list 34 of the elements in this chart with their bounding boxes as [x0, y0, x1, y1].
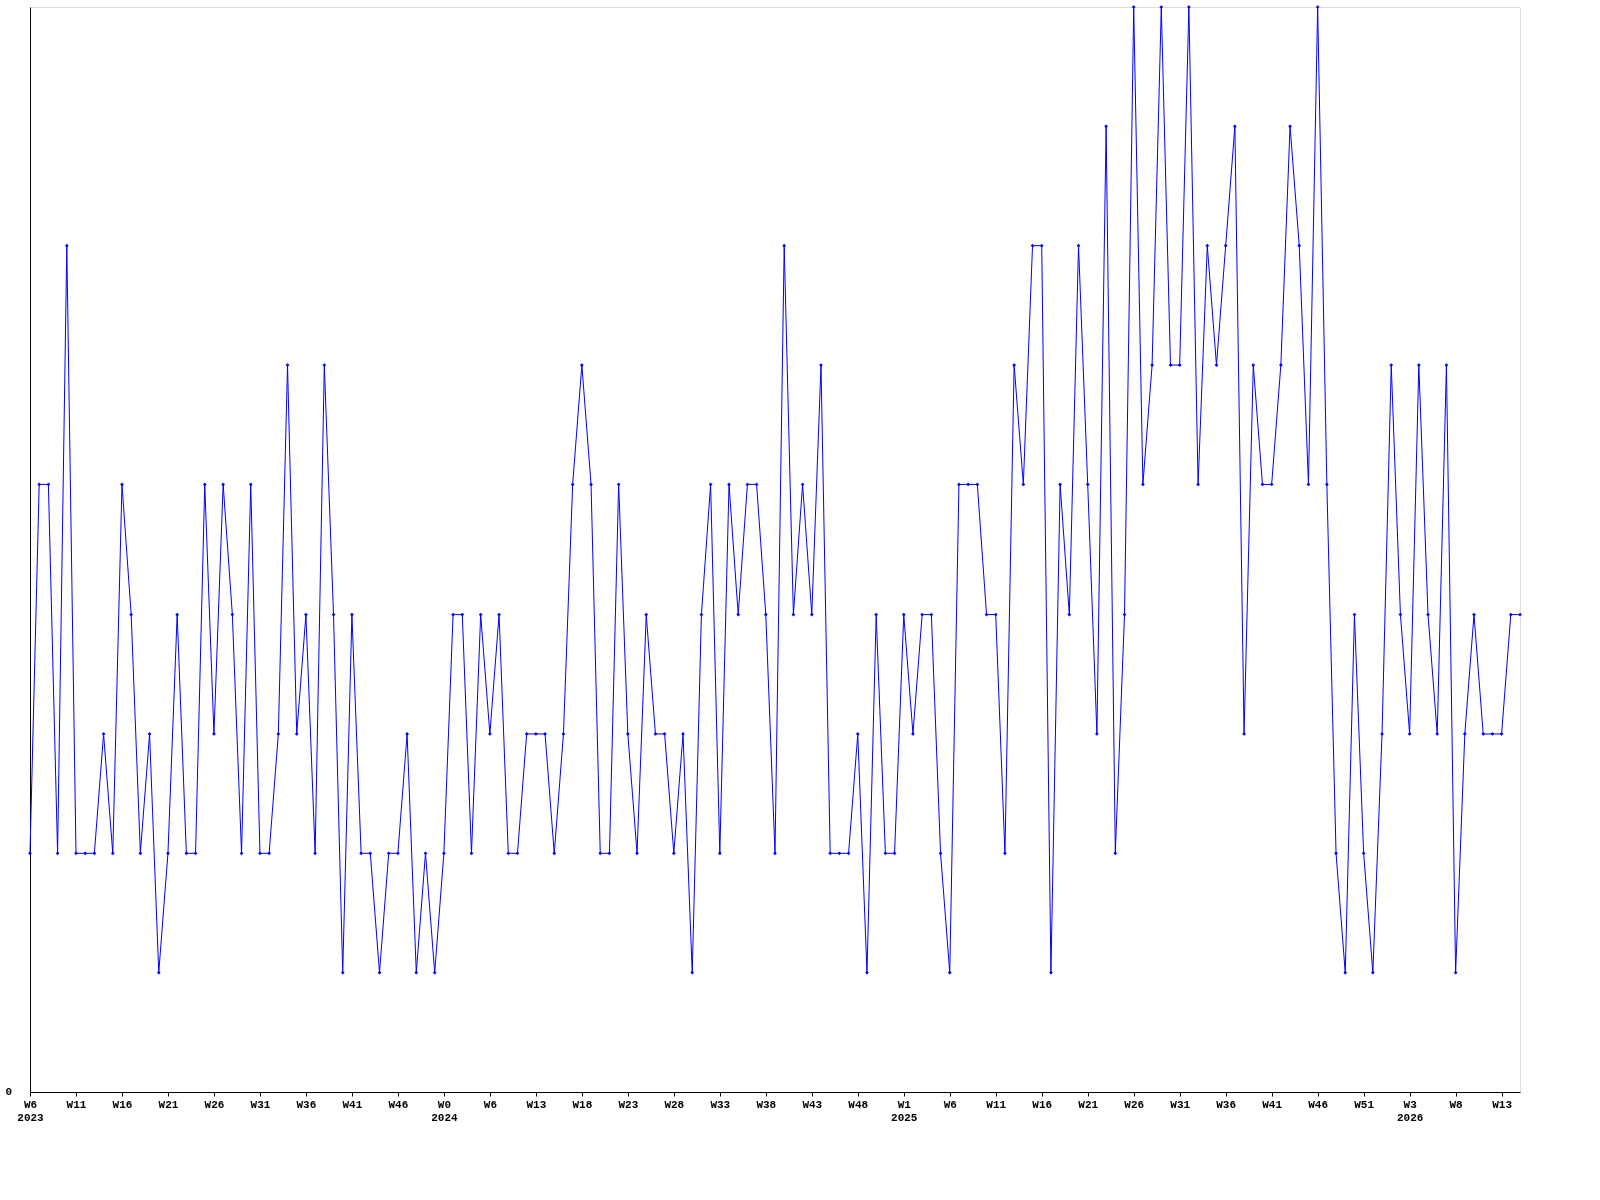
x-tick-label: W23: [618, 1098, 639, 1111]
x-tick-label: W41: [1262, 1098, 1283, 1111]
x-tick-label: W36: [296, 1098, 317, 1111]
x-tick-label: W31: [1170, 1098, 1191, 1111]
x-tick-label: W46: [388, 1098, 409, 1111]
x-tick-label: W11: [986, 1098, 1007, 1111]
x-tick-label: W48: [848, 1098, 869, 1111]
x-tick-label: W13: [1492, 1098, 1513, 1111]
x-tick-label: W38: [756, 1098, 777, 1111]
x-tick-label: W26: [204, 1098, 225, 1111]
x-tick-label: W1 2025: [891, 1098, 918, 1124]
x-tick-label: W41: [342, 1098, 363, 1111]
x-tick-label: W26: [1124, 1098, 1145, 1111]
x-tick-label: W11: [66, 1098, 87, 1111]
x-tick-label: W16: [1032, 1098, 1053, 1111]
x-tick-label: W13: [526, 1098, 547, 1111]
x-tick-label: W21: [1078, 1098, 1099, 1111]
x-tick-label: W43: [802, 1098, 823, 1111]
x-tick-label: W8: [1449, 1098, 1464, 1111]
x-tick-label: W6: [483, 1098, 497, 1111]
x-tick-label: W16: [112, 1098, 133, 1111]
x-tick-label: W6 2023: [17, 1098, 45, 1124]
x-tick-label: W21: [158, 1098, 179, 1111]
x-tick-label: W31: [250, 1098, 271, 1111]
x-tick-label: W46: [1308, 1098, 1329, 1111]
x-tick-label: W36: [1216, 1098, 1237, 1111]
x-tick-label: W3 2026: [1396, 1098, 1424, 1124]
x-tick-label: W28: [664, 1098, 685, 1111]
x-tick-label: W33: [710, 1098, 731, 1111]
x-tick-label: W0 2024: [431, 1098, 458, 1124]
text: 0: [5, 1086, 12, 1098]
x-tick-label: W51: [1354, 1098, 1375, 1111]
x-tick-label: W6: [943, 1098, 957, 1111]
x-tick-label: W18: [572, 1098, 593, 1111]
